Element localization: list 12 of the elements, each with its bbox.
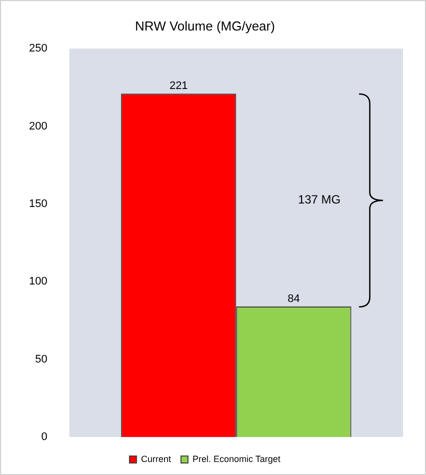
data-label: 84 (288, 293, 300, 306)
y-tick-label: 100 (28, 276, 48, 288)
data-label: 221 (169, 80, 188, 92)
legend-label: Current (140, 454, 172, 464)
annotation: 137 MG (298, 192, 341, 206)
legend-label: Prel. Economic Target (192, 454, 281, 464)
y-tick-label: 250 (28, 42, 48, 55)
y-tick-label: 50 (35, 353, 48, 366)
y-tick-label: 0 (41, 431, 48, 444)
chart-title: NRW Volume (MG/year) (135, 18, 275, 34)
y-tick-label: 150 (28, 198, 48, 210)
y-tick-label: 200 (28, 120, 48, 132)
